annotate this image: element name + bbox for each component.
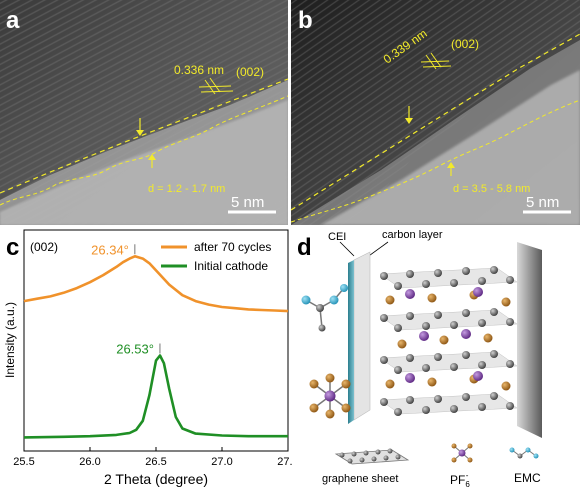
current-collector-electrode bbox=[517, 242, 542, 438]
panel-b: b 0.339 nm (002) d = 3.5 - 5.8 nm 5 nm bbox=[291, 0, 580, 225]
legend-pf6: PF6- bbox=[450, 443, 473, 489]
peak-label: 26.34° bbox=[91, 242, 129, 257]
cei-pointer-line bbox=[339, 241, 355, 257]
chart-title: (002) bbox=[30, 240, 58, 254]
peak-label: 26.53° bbox=[116, 342, 154, 357]
carbon-layer-label: carbon layer bbox=[382, 229, 443, 241]
y-axis-label: Intensity (a.u.) bbox=[3, 302, 17, 378]
panel-letter-b: b bbox=[298, 7, 313, 34]
tem-image-a: a 0.336 nm (002) d = 1.2 - 1.7 nm 5 nm bbox=[0, 0, 288, 225]
x-tick-label: 27.5 bbox=[277, 456, 292, 468]
plane-label-b: (002) bbox=[451, 37, 479, 51]
legend-graphene-sheet: graphene sheet bbox=[322, 448, 410, 485]
panel-d: d CEI carbon layer bbox=[292, 228, 580, 490]
layered-cathode-structure bbox=[379, 266, 518, 416]
thickness-label-a: d = 1.2 - 1.7 nm bbox=[148, 183, 225, 195]
x-axis-label: 2 Theta (degree) bbox=[104, 471, 208, 487]
plane-label-a: (002) bbox=[236, 65, 264, 79]
panel-a: a 0.336 nm (002) d = 1.2 - 1.7 nm 5 nm bbox=[0, 0, 288, 225]
legend-emc: EMC bbox=[509, 447, 541, 485]
surface-dashed-line-a bbox=[0, 78, 288, 194]
panel-letter-c: c bbox=[6, 234, 19, 261]
scale-bar-label-a: 5 nm bbox=[231, 194, 264, 211]
pf6-molecule-illustration bbox=[309, 373, 351, 419]
series-line-0 bbox=[23, 255, 289, 313]
scale-bar-label-b: 5 nm bbox=[526, 194, 559, 211]
xrd-chart: c (002) Intensity (a.u.) 2 Theta (degree… bbox=[3, 229, 292, 487]
panel-letter-a: a bbox=[6, 7, 20, 34]
cei-label: CEI bbox=[328, 231, 346, 243]
graphene-sheet-label: graphene sheet bbox=[322, 473, 398, 485]
x-tick-label: 27.0 bbox=[211, 456, 232, 468]
lattice-spacing-label-a: 0.336 nm bbox=[174, 63, 224, 77]
emc-label: EMC bbox=[514, 471, 541, 485]
x-tick-label: 26.5 bbox=[145, 456, 166, 468]
cei-dashed-outline-a bbox=[0, 95, 288, 206]
legend-label: after 70 cycles bbox=[194, 240, 271, 254]
panel-c: c (002) Intensity (a.u.) 2 Theta (degree… bbox=[0, 228, 292, 490]
schematic-illustration: d CEI carbon layer bbox=[297, 229, 542, 489]
x-tick-label: 25.5 bbox=[13, 456, 34, 468]
x-tick-label: 26.0 bbox=[79, 456, 100, 468]
series-line-1 bbox=[23, 354, 288, 439]
carbon-layer-sheet bbox=[353, 251, 371, 421]
emc-molecule-illustration bbox=[301, 284, 348, 332]
thickness-label-b: d = 3.5 - 5.8 nm bbox=[453, 183, 530, 195]
cei-layer bbox=[348, 260, 354, 424]
legend-label: Initial cathode bbox=[194, 259, 268, 273]
pf6-label: PF6- bbox=[450, 471, 470, 489]
tem-image-b: b 0.339 nm (002) d = 3.5 - 5.8 nm 5 nm bbox=[291, 0, 580, 225]
panel-letter-d: d bbox=[297, 234, 312, 261]
